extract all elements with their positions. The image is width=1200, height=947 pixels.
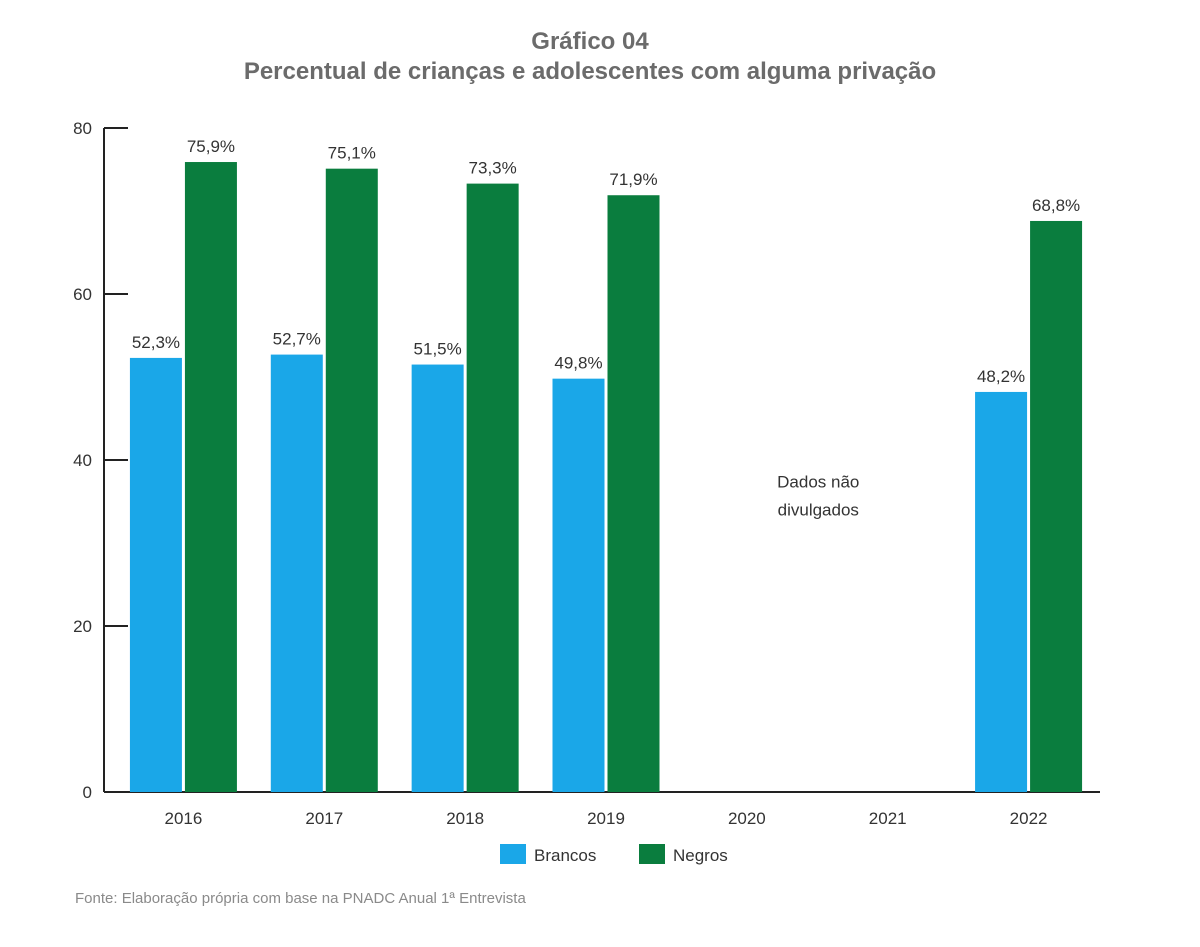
legend-label-brancos: Brancos [534,846,596,865]
data-label: 75,9% [187,137,235,156]
x-tick-label: 2021 [869,809,907,828]
bar-brancos-2022 [975,391,1028,792]
source-note: Fonte: Elaboração própria com base na PN… [75,890,526,907]
chart-subtitle: Percentual de crianças e adolescentes co… [243,58,937,85]
x-tick-label: 2018 [446,809,484,828]
y-tick-label: 0 [83,783,92,802]
y-tick-label: 20 [73,617,92,636]
y-tick-label: 80 [73,119,92,138]
y-tick-label: 60 [73,285,92,304]
x-tick-label: 2022 [1010,809,1048,828]
bar-brancos-2019 [552,378,605,792]
legend-swatch-brancos [500,844,526,864]
legend-label-negros: Negros [673,846,728,865]
bar-brancos-2018 [411,364,464,792]
data-label: 52,3% [132,333,180,352]
data-label: 71,9% [609,170,657,189]
x-tick-label: 2019 [587,809,625,828]
x-tick-label: 2020 [728,809,766,828]
bar-negros-2016 [184,162,237,792]
data-label: 52,7% [273,330,321,349]
chart-title: Gráfico 04 [531,28,649,55]
data-label: 51,5% [414,340,462,359]
bar-brancos-2017 [270,354,323,792]
annotation-text: divulgados [778,500,859,519]
data-label: 73,3% [469,159,517,178]
bar-chart: 0 20 40 60 80 2016 52,3% 75,9% 2017 52,7% 75,1% 201… [73,119,1100,865]
bar-negros-2019 [607,195,660,793]
data-label: 49,8% [554,354,602,373]
data-label: 48,2% [977,367,1025,386]
y-tick-label: 40 [73,451,92,470]
bar-negros-2018 [466,183,519,793]
bar-negros-2017 [325,168,378,793]
bar-brancos-2016 [129,357,182,792]
bar-negros-2022 [1030,220,1083,792]
data-label: 68,8% [1032,196,1080,215]
x-tick-label: 2017 [305,809,343,828]
data-label: 75,1% [328,144,376,163]
x-tick-label: 2016 [165,809,203,828]
legend-swatch-negros [639,844,665,864]
annotation-text: Dados não [777,472,859,491]
